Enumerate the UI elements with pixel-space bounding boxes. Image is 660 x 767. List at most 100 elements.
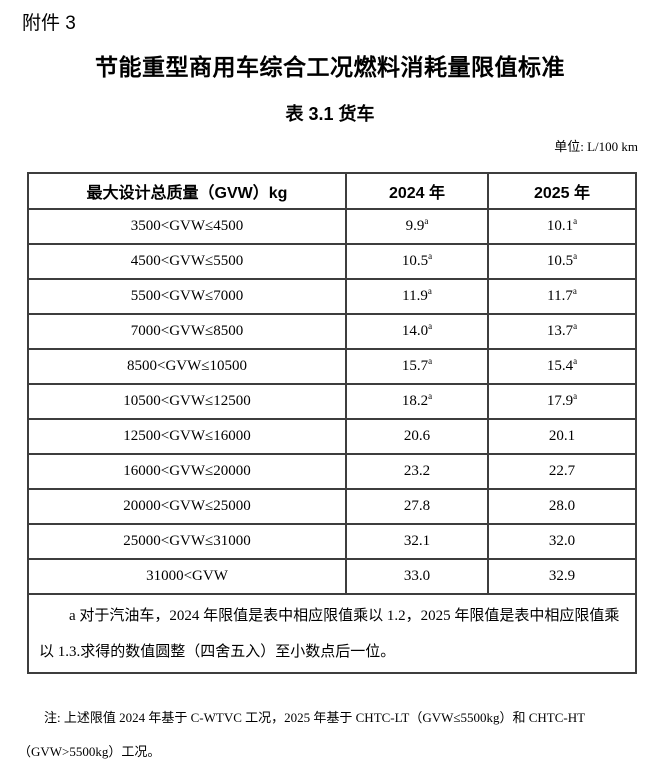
cell-value: 12500<GVW≤16000 — [123, 428, 251, 444]
value-2024-cell: 11.9a — [345, 278, 489, 315]
gvw-range-cell: 7000<GVW≤8500 — [27, 313, 347, 350]
value-superscript: a — [573, 216, 578, 226]
cell-value: 17.9 — [546, 393, 574, 409]
cell-value: 33.0 — [403, 568, 431, 584]
table-caption: 表 3.1 货车 — [285, 104, 375, 124]
gvw-range-cell: 16000<GVW≤20000 — [27, 453, 347, 490]
cell-value: 9.9 — [405, 218, 425, 234]
table-header-row: 最大设计总质量（GVW）kg 2024 年 2025 年 — [27, 172, 637, 210]
cell-value: 10500<GVW≤12500 — [123, 393, 251, 409]
table-row: 31000<GVW 33.0 32.9 — [27, 558, 637, 595]
cell-value: 16000<GVW≤20000 — [123, 463, 251, 479]
gvw-range-cell: 10500<GVW≤12500 — [27, 383, 347, 420]
value-superscript: a — [424, 216, 429, 226]
cell-value: 22.7 — [548, 463, 576, 479]
value-2024-cell: 18.2a — [345, 383, 489, 420]
col-header-2024: 2024 年 — [345, 172, 489, 210]
cell-value: 5500<GVW≤7000 — [130, 288, 244, 304]
cell-value: 10.1 — [546, 218, 574, 234]
page-title: 节能重型商用车综合工况燃料消耗量限值标准 — [95, 55, 565, 80]
table-row: 16000<GVW≤20000 23.2 22.7 — [27, 453, 637, 490]
gvw-range-cell: 8500<GVW≤10500 — [27, 348, 347, 385]
value-superscript: a — [428, 251, 433, 261]
gvw-range-cell: 4500<GVW≤5500 — [27, 243, 347, 280]
value-superscript: a — [428, 356, 433, 366]
value-2025-cell: 13.7a — [487, 313, 637, 350]
cell-value: 23.2 — [403, 463, 431, 479]
cell-value: 10.5 — [546, 253, 574, 269]
cell-value: 32.0 — [548, 533, 576, 549]
cell-value: 11.9 — [402, 288, 428, 304]
value-2025-cell: 32.0 — [487, 523, 637, 560]
cell-value: 8500<GVW≤10500 — [126, 358, 247, 374]
value-2024-cell: 23.2 — [345, 453, 489, 490]
table-footnote: a 对于汽油车，2024 年限值是表中相应限值乘以 1.2，2025 年限值是表… — [39, 607, 620, 660]
value-2024-cell: 9.9a — [345, 208, 489, 245]
table-row: 7000<GVW≤8500 14.0a 13.7a — [27, 313, 637, 350]
table-row: 10500<GVW≤12500 18.2a 17.9a — [27, 383, 637, 420]
cell-value: 15.7 — [401, 358, 429, 374]
value-2025-cell: 15.4a — [487, 348, 637, 385]
value-2025-cell: 20.1 — [487, 418, 637, 455]
gvw-range-cell: 3500<GVW≤4500 — [27, 208, 347, 245]
cell-value: 3500<GVW≤4500 — [130, 218, 244, 234]
table-row: 8500<GVW≤10500 15.7a 15.4a — [27, 348, 637, 385]
col-header-2025: 2025 年 — [487, 172, 637, 210]
cell-value: 13.7 — [546, 323, 574, 339]
gvw-range-cell: 5500<GVW≤7000 — [27, 278, 347, 315]
value-2024-cell: 33.0 — [345, 558, 489, 595]
value-2024-cell: 15.7a — [345, 348, 489, 385]
cell-value: 4500<GVW≤5500 — [130, 253, 244, 269]
cell-value: 14.0 — [401, 323, 429, 339]
value-2024-cell: 10.5a — [345, 243, 489, 280]
footnote-row: a 对于汽油车，2024 年限值是表中相应限值乘以 1.2，2025 年限值是表… — [27, 593, 637, 674]
bottom-note: 注: 上述限值 2024 年基于 C-WTVC 工况，2025 年基于 CHTC… — [18, 710, 586, 759]
cell-value: 18.2 — [401, 393, 429, 409]
gvw-range-cell: 12500<GVW≤16000 — [27, 418, 347, 455]
value-superscript: a — [428, 321, 433, 331]
fuel-limit-table: 最大设计总质量（GVW）kg 2024 年 2025 年 3500<GVW≤45… — [27, 172, 637, 674]
value-superscript: a — [428, 391, 433, 401]
cell-value: 20.1 — [548, 428, 576, 444]
footnote-cell: a 对于汽油车，2024 年限值是表中相应限值乘以 1.2，2025 年限值是表… — [27, 593, 637, 674]
value-2025-cell: 11.7a — [487, 278, 637, 315]
cell-value: 15.4 — [546, 358, 574, 374]
cell-value: 10.5 — [401, 253, 429, 269]
value-2025-cell: 22.7 — [487, 453, 637, 490]
value-superscript: a — [572, 286, 577, 296]
table-row: 20000<GVW≤25000 27.8 28.0 — [27, 488, 637, 525]
value-2024-cell: 27.8 — [345, 488, 489, 525]
table-row: 4500<GVW≤5500 10.5a 10.5a — [27, 243, 637, 280]
value-2024-cell: 32.1 — [345, 523, 489, 560]
value-2024-cell: 14.0a — [345, 313, 489, 350]
table-row: 12500<GVW≤16000 20.6 20.1 — [27, 418, 637, 455]
attachment-label: 附件 3 — [22, 13, 76, 34]
col-header-gvw: 最大设计总质量（GVW）kg — [27, 172, 347, 210]
value-2024-cell: 20.6 — [345, 418, 489, 455]
cell-value: 32.9 — [548, 568, 576, 584]
gvw-range-cell: 31000<GVW — [27, 558, 347, 595]
unit-label: 单位: L/100 km — [554, 139, 638, 154]
cell-value: 25000<GVW≤31000 — [123, 533, 251, 549]
value-superscript: a — [573, 321, 578, 331]
value-2025-cell: 10.1a — [487, 208, 637, 245]
gvw-range-cell: 25000<GVW≤31000 — [27, 523, 347, 560]
gvw-range-cell: 20000<GVW≤25000 — [27, 488, 347, 525]
table-row: 3500<GVW≤4500 9.9a 10.1a — [27, 208, 637, 245]
value-superscript: a — [573, 251, 578, 261]
cell-value: 27.8 — [403, 498, 431, 514]
cell-value: 20000<GVW≤25000 — [123, 498, 251, 514]
cell-value: 31000<GVW — [146, 568, 228, 584]
value-2025-cell: 10.5a — [487, 243, 637, 280]
value-superscript: a — [427, 286, 432, 296]
table-row: 5500<GVW≤7000 11.9a 11.7a — [27, 278, 637, 315]
table-row: 25000<GVW≤31000 32.1 32.0 — [27, 523, 637, 560]
value-2025-cell: 32.9 — [487, 558, 637, 595]
value-superscript: a — [573, 391, 578, 401]
value-superscript: a — [573, 356, 578, 366]
cell-value: 7000<GVW≤8500 — [130, 323, 244, 339]
cell-value: 11.7 — [547, 288, 573, 304]
cell-value: 28.0 — [548, 498, 576, 514]
cell-value: 20.6 — [403, 428, 431, 444]
